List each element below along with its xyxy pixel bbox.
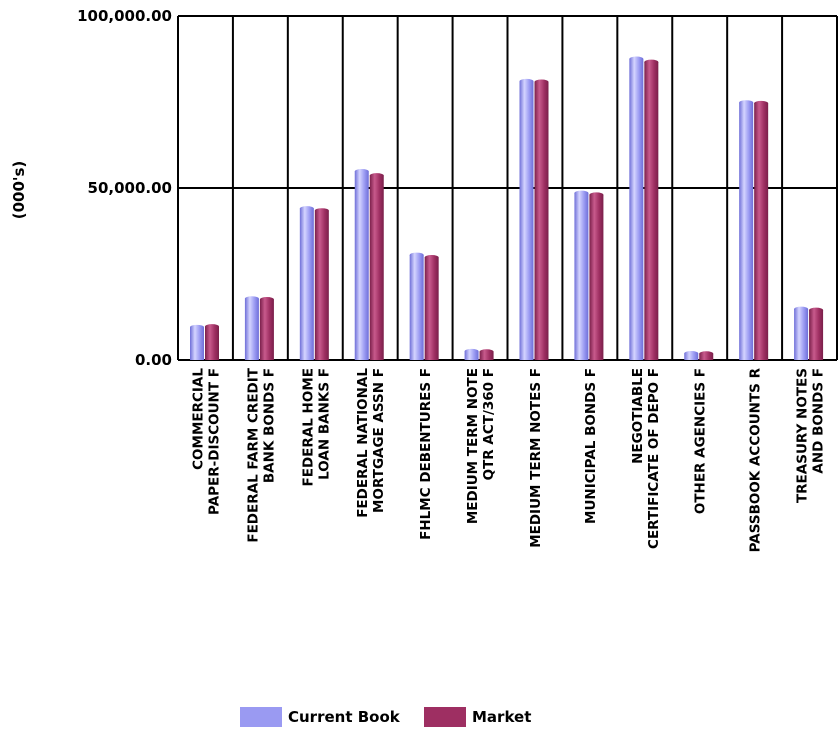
bar-market <box>479 351 494 360</box>
x-tick-label: PAPER-DISCOUNT F <box>206 368 222 515</box>
y-tick-label: 100,000.00 <box>77 7 172 25</box>
legend-label-current-book: Current Book <box>288 708 401 726</box>
x-tick-label: LOAN BANKS F <box>316 368 332 480</box>
bar-market <box>259 299 274 360</box>
bar-current-book <box>684 353 699 360</box>
x-tick-labels: COMMERCIAL PAPER-DISCOUNT F FEDERAL FARM C… <box>190 367 826 552</box>
bar-current-book <box>354 171 369 360</box>
x-tick-label: FEDERAL FARM CREDIT <box>245 367 261 542</box>
bar-market <box>314 210 329 360</box>
bar-current-book <box>629 59 644 360</box>
bars <box>190 56 824 361</box>
x-tick-label: FEDERAL NATIONAL <box>355 368 371 518</box>
bar-current-book <box>574 193 589 360</box>
x-tick-label: MUNICIPAL BONDS F <box>583 368 599 524</box>
y-tick-label: 50,000.00 <box>88 179 172 197</box>
x-tick-label: FHLMC DEBENTURES F <box>418 368 434 540</box>
bar-current-book <box>409 255 424 360</box>
bar-current-book <box>464 351 479 360</box>
bar-current-book <box>299 208 314 360</box>
x-tick-label: PASSBOOK ACCOUNTS R <box>748 367 764 552</box>
bar-market <box>424 257 439 360</box>
bar-current-book <box>794 309 809 360</box>
x-tick-label: MORTGAGE ASSN F <box>371 368 387 513</box>
x-tick-label: TREASURY NOTES <box>795 368 811 503</box>
bar-market <box>369 175 384 360</box>
bar-market <box>644 62 659 360</box>
legend-swatch-current-book <box>240 707 282 727</box>
bar-current-book <box>244 298 259 360</box>
x-tick-label: QTR ACT/360 F <box>481 368 497 480</box>
bar-market <box>699 353 714 360</box>
x-tick-label: AND BONDS F <box>811 368 827 474</box>
y-axis-label: (000's) <box>10 161 28 220</box>
legend-label-market: Market <box>472 708 531 726</box>
x-tick-label: MEDIUM TERM NOTES F <box>528 368 544 548</box>
bar-market <box>809 310 824 360</box>
x-tick-label: MEDIUM TERM NOTE <box>465 368 481 524</box>
bar-current-book <box>739 102 754 361</box>
bar-market <box>754 103 769 360</box>
gridlines <box>177 15 838 361</box>
x-tick-label: OTHER AGENCIES F <box>693 368 709 514</box>
x-tick-label: BANK BONDS F <box>261 368 277 483</box>
x-tick-label: FEDERAL HOME <box>300 368 316 486</box>
bar-current-book <box>190 327 204 360</box>
x-tick-label: NEGOTIABLE <box>630 368 646 464</box>
bar-market <box>205 326 219 360</box>
x-tick-label: CERTIFICATE OF DEPO F <box>646 368 662 549</box>
y-tick-label: 0.00 <box>135 351 172 369</box>
bar-market <box>589 194 604 360</box>
x-tick-label: COMMERCIAL <box>190 368 206 470</box>
bar-market <box>534 82 549 360</box>
legend: Current Book Market <box>240 707 531 727</box>
y-tick-labels: 0.00 50,000.00 100,000.00 <box>77 7 172 369</box>
legend-swatch-market <box>424 707 466 727</box>
bar-current-book <box>519 81 534 361</box>
